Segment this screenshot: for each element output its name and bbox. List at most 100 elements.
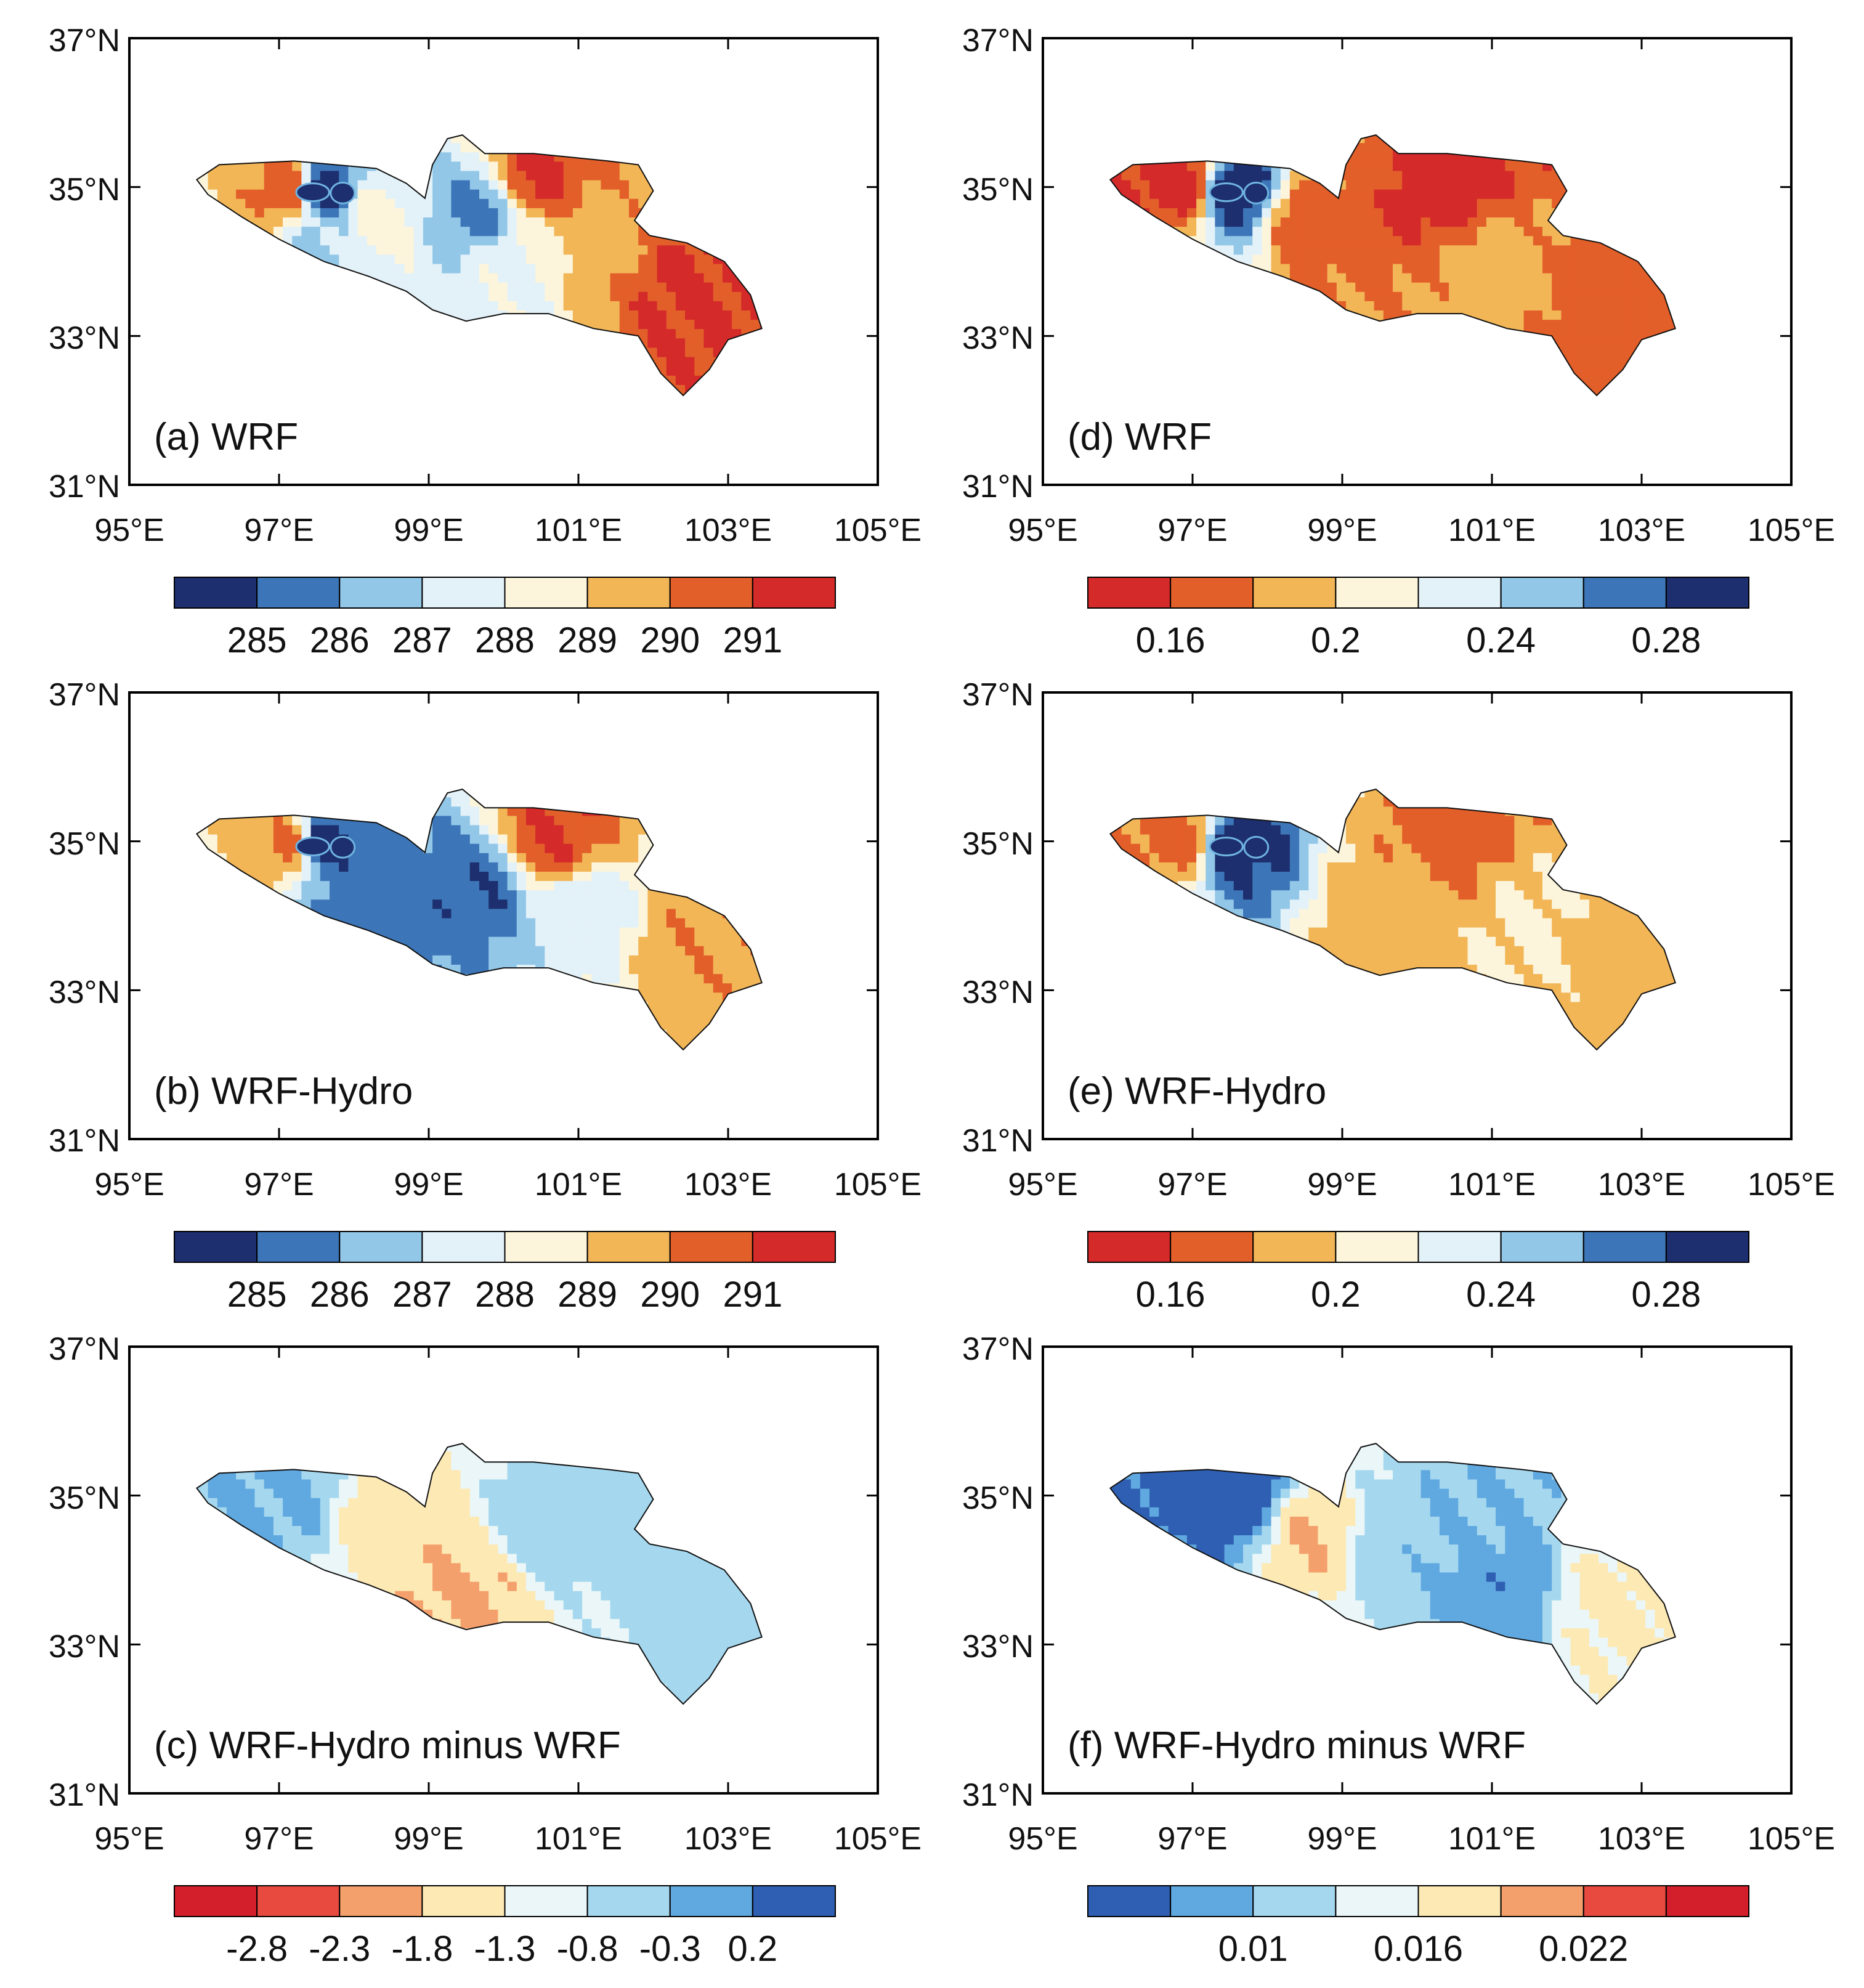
y-label-37N: 37°N xyxy=(49,23,120,59)
colorbar-label: 289 xyxy=(557,1275,617,1315)
colorbar-label: 291 xyxy=(723,620,782,660)
x-label-95E: 95°E xyxy=(94,1167,164,1203)
colorbar-e: 0.16 0.2 0.24 0.28 xyxy=(1087,1231,1749,1315)
x-label-103E: 103°E xyxy=(1598,1167,1685,1203)
colorbar-swatch xyxy=(1582,1885,1667,1917)
x-label-105E: 105°E xyxy=(834,1821,922,1857)
x-label-105E: 105°E xyxy=(1748,1167,1835,1203)
panel-f-frame xyxy=(1042,1345,1793,1795)
colorbar-swatch xyxy=(174,1885,258,1917)
colorbar-a: 285 286 287 288 289 290 291 xyxy=(174,577,836,660)
x-label-97E: 97°E xyxy=(1157,1167,1227,1203)
colorbar-label: 0.016 xyxy=(1374,1929,1463,1969)
colorbar-label: 0.01 xyxy=(1218,1929,1288,1969)
y-label-35N: 35°N xyxy=(49,172,120,208)
colorbar-label: 289 xyxy=(557,620,617,660)
panel-c-title: (c) WRF-Hydro minus WRF xyxy=(154,1724,621,1767)
x-label-101E: 101°E xyxy=(1448,513,1536,548)
colorbar-swatch xyxy=(1252,577,1337,609)
colorbar-swatch xyxy=(752,1885,836,1917)
colorbar-swatch xyxy=(1665,1885,1749,1917)
panel-c-frame xyxy=(128,1345,879,1795)
x-label-99E: 99°E xyxy=(394,1167,463,1203)
x-label-99E: 99°E xyxy=(394,1821,463,1857)
y-label-31N: 31°N xyxy=(49,1123,120,1159)
colorbar-label: -0.3 xyxy=(639,1929,701,1969)
x-label-101E: 101°E xyxy=(535,1821,622,1857)
x-label-105E: 105°E xyxy=(834,1167,922,1203)
colorbar-label: 290 xyxy=(640,620,700,660)
x-label-103E: 103°E xyxy=(684,1167,772,1203)
x-label-95E: 95°E xyxy=(1008,513,1077,548)
y-label-37N: 37°N xyxy=(49,1331,120,1367)
colorbar-label: 0.24 xyxy=(1466,620,1536,660)
y-label-33N: 33°N xyxy=(49,1629,120,1665)
y-label-31N: 31°N xyxy=(962,1777,1034,1813)
colorbar-swatch xyxy=(1582,1231,1667,1263)
colorbar-swatch xyxy=(504,1231,588,1263)
colorbar-label: 0.28 xyxy=(1631,620,1701,660)
y-label-35N: 35°N xyxy=(962,1480,1034,1516)
colorbar-label: 290 xyxy=(640,1275,700,1315)
colorbar-swatch xyxy=(1087,577,1172,609)
x-label-97E: 97°E xyxy=(244,1167,314,1203)
x-label-101E: 101°E xyxy=(535,513,622,548)
y-label-33N: 33°N xyxy=(962,975,1034,1010)
colorbar-label: -0.8 xyxy=(557,1929,618,1969)
y-label-31N: 31°N xyxy=(962,469,1034,505)
colorbar-label: -2.3 xyxy=(309,1929,370,1969)
x-label-103E: 103°E xyxy=(684,513,772,548)
colorbar-swatch xyxy=(1582,577,1667,609)
colorbar-d: 0.16 0.2 0.24 0.28 xyxy=(1087,577,1749,660)
colorbar-swatch xyxy=(1335,577,1419,609)
colorbar-swatch xyxy=(421,1231,506,1263)
y-label-35N: 35°N xyxy=(49,1480,120,1516)
x-label-105E: 105°E xyxy=(1748,513,1835,548)
colorbar-label: 285 xyxy=(227,620,287,660)
y-label-37N: 37°N xyxy=(49,677,120,713)
colorbar-swatch xyxy=(256,577,341,609)
colorbar-swatch xyxy=(1665,577,1749,609)
panel-e-title: (e) WRF-Hydro xyxy=(1068,1070,1326,1113)
colorbar-swatch xyxy=(586,1231,671,1263)
y-label-37N: 37°N xyxy=(962,23,1034,59)
panel-b-frame xyxy=(128,691,879,1140)
colorbar-label: 286 xyxy=(310,620,370,660)
colorbar-swatch xyxy=(752,1231,836,1263)
x-label-95E: 95°E xyxy=(94,1821,164,1857)
colorbar-swatch xyxy=(752,577,836,609)
colorbar-label: 0.28 xyxy=(1631,1275,1701,1315)
colorbar-c: -2.8 -2.3 -1.8 -1.3 -0.8 -0.3 0.2 xyxy=(174,1885,836,1969)
colorbar-f: 0.01 0.016 0.022 xyxy=(1087,1885,1749,1969)
x-label-103E: 103°E xyxy=(1598,1821,1685,1857)
colorbar-swatch xyxy=(586,1885,671,1917)
colorbar-swatch xyxy=(1500,1885,1584,1917)
panel-a-title: (a) WRF xyxy=(154,416,298,458)
colorbar-label: 0.2 xyxy=(1311,1275,1361,1315)
x-label-105E: 105°E xyxy=(1748,1821,1835,1857)
x-label-101E: 101°E xyxy=(1448,1821,1536,1857)
x-label-95E: 95°E xyxy=(1008,1821,1077,1857)
x-label-97E: 97°E xyxy=(1157,1821,1227,1857)
x-label-103E: 103°E xyxy=(684,1821,772,1857)
colorbar-swatch xyxy=(1335,1885,1419,1917)
colorbar-swatch xyxy=(1252,1231,1337,1263)
x-label-101E: 101°E xyxy=(1448,1167,1536,1203)
y-label-35N: 35°N xyxy=(962,826,1034,862)
colorbar-swatch xyxy=(1087,1885,1172,1917)
y-label-31N: 31°N xyxy=(49,469,120,505)
colorbar-label: -1.8 xyxy=(391,1929,453,1969)
x-label-95E: 95°E xyxy=(1008,1167,1077,1203)
x-label-99E: 99°E xyxy=(1307,1821,1377,1857)
x-label-101E: 101°E xyxy=(535,1167,622,1203)
colorbar-swatch xyxy=(1087,1231,1172,1263)
colorbar-swatch xyxy=(1170,1885,1254,1917)
colorbar-b: 285 286 287 288 289 290 291 xyxy=(174,1231,836,1315)
colorbar-swatch xyxy=(256,1231,341,1263)
colorbar-swatch xyxy=(1417,1885,1502,1917)
colorbar-swatch xyxy=(669,577,753,609)
colorbar-label: 288 xyxy=(475,1275,535,1315)
colorbar-swatch xyxy=(1170,1231,1254,1263)
panel-d-title: (d) WRF xyxy=(1068,416,1212,458)
colorbar-swatch xyxy=(504,577,588,609)
